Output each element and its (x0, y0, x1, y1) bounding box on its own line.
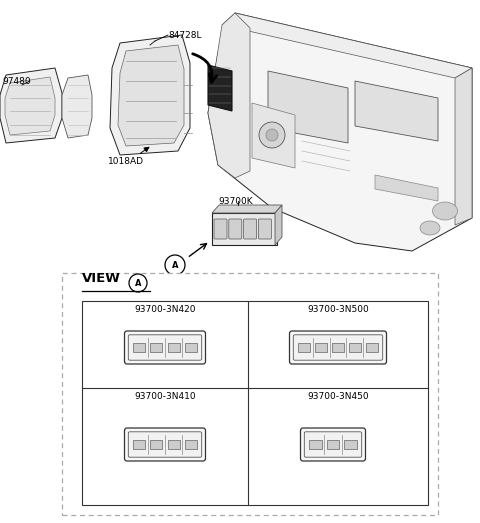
Text: 93700K: 93700K (218, 197, 252, 206)
Bar (212, 213, 277, 245)
Polygon shape (110, 35, 190, 155)
Polygon shape (208, 13, 250, 178)
Polygon shape (0, 68, 62, 143)
FancyBboxPatch shape (128, 432, 202, 457)
Polygon shape (375, 175, 438, 201)
FancyBboxPatch shape (243, 219, 257, 239)
Polygon shape (62, 75, 92, 138)
Text: 93700-3N500: 93700-3N500 (307, 305, 369, 314)
Text: 84728L: 84728L (168, 30, 202, 40)
Polygon shape (212, 205, 282, 213)
FancyBboxPatch shape (366, 343, 378, 352)
Polygon shape (208, 13, 472, 251)
Text: 1018AD: 1018AD (108, 156, 144, 165)
Bar (62, 273, 438, 515)
FancyBboxPatch shape (150, 343, 162, 352)
FancyBboxPatch shape (332, 343, 344, 352)
FancyBboxPatch shape (327, 440, 339, 449)
FancyBboxPatch shape (168, 440, 180, 449)
FancyBboxPatch shape (133, 343, 145, 352)
Text: VIEW: VIEW (82, 272, 121, 285)
Circle shape (266, 129, 278, 141)
Polygon shape (268, 71, 348, 143)
FancyBboxPatch shape (315, 343, 327, 352)
FancyBboxPatch shape (349, 343, 361, 352)
FancyBboxPatch shape (124, 428, 205, 461)
Text: 93700-3N420: 93700-3N420 (134, 305, 196, 314)
FancyBboxPatch shape (304, 432, 362, 457)
Text: 93700-3N410: 93700-3N410 (134, 392, 196, 401)
Ellipse shape (432, 202, 457, 220)
Polygon shape (222, 13, 472, 78)
FancyBboxPatch shape (150, 440, 162, 449)
FancyBboxPatch shape (299, 343, 310, 352)
Text: 93700-3N450: 93700-3N450 (307, 392, 369, 401)
Circle shape (165, 255, 185, 275)
Circle shape (259, 122, 285, 148)
Text: A: A (135, 279, 141, 288)
Ellipse shape (420, 221, 440, 235)
FancyBboxPatch shape (229, 219, 242, 239)
Polygon shape (252, 103, 295, 168)
FancyBboxPatch shape (124, 331, 205, 364)
Polygon shape (355, 81, 438, 141)
Polygon shape (275, 205, 282, 245)
Circle shape (129, 274, 147, 292)
FancyBboxPatch shape (300, 428, 365, 461)
FancyBboxPatch shape (185, 343, 197, 352)
Bar (82, 301, 428, 505)
Polygon shape (208, 65, 232, 111)
FancyBboxPatch shape (214, 219, 227, 239)
Polygon shape (455, 68, 472, 225)
Polygon shape (118, 45, 184, 146)
FancyBboxPatch shape (310, 440, 322, 449)
Text: A: A (172, 260, 178, 269)
Text: 97480: 97480 (2, 76, 31, 85)
FancyBboxPatch shape (185, 440, 197, 449)
FancyBboxPatch shape (128, 335, 202, 360)
FancyBboxPatch shape (168, 343, 180, 352)
FancyBboxPatch shape (344, 440, 357, 449)
FancyBboxPatch shape (133, 440, 145, 449)
FancyBboxPatch shape (258, 219, 271, 239)
Polygon shape (5, 77, 55, 135)
FancyBboxPatch shape (293, 335, 383, 360)
FancyBboxPatch shape (289, 331, 386, 364)
